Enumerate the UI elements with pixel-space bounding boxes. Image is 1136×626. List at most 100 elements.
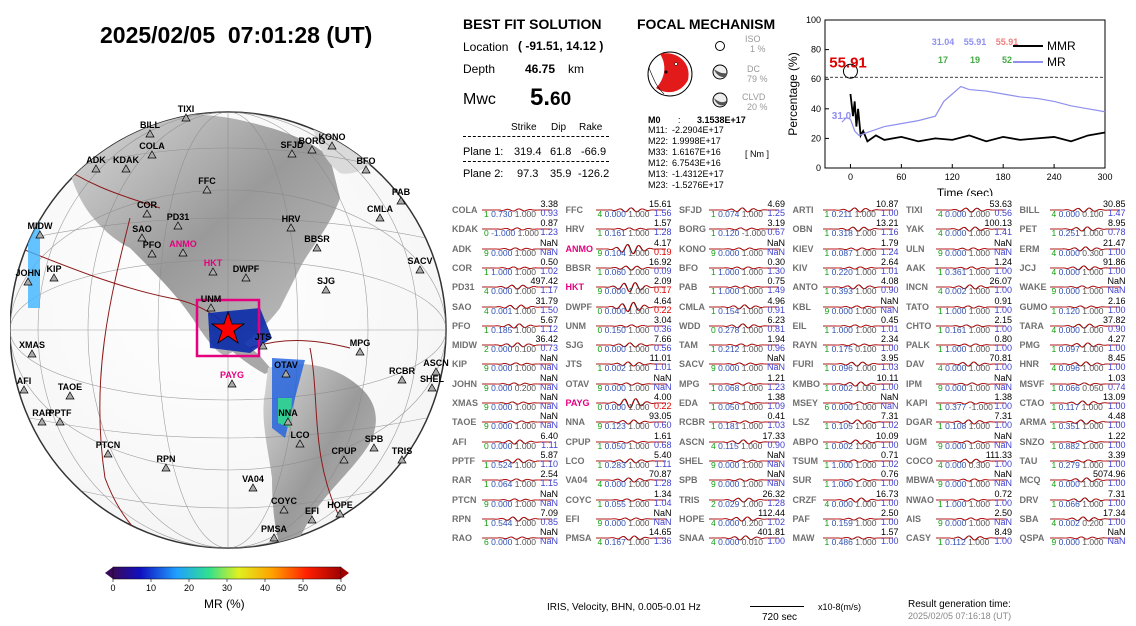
- station-phase-count: 1: [484, 459, 492, 470]
- stat-top: 55.91: [996, 37, 1019, 47]
- station-misfit: 0.882: [1058, 440, 1083, 451]
- waveform-plot: [595, 398, 666, 409]
- station-ratio: 1.00: [767, 536, 785, 547]
- station-metrics: 1 0.181 1.000: [711, 421, 763, 431]
- station-phase-count: 4: [938, 286, 946, 297]
- station-code: HNR: [1019, 359, 1040, 370]
- station-label: RCBR: [389, 366, 415, 376]
- station-phase-count: 4: [484, 305, 492, 316]
- station-phase-count: 9: [484, 498, 492, 509]
- station-misfit: 0.000: [604, 286, 629, 297]
- station-code: SHEL: [679, 455, 704, 466]
- waveform-plot: [595, 517, 666, 521]
- station-label: BORG: [299, 136, 326, 146]
- station-weight: 1.000: [741, 459, 764, 470]
- station-metrics: 4 0.000 0.200: [711, 518, 763, 528]
- station-misfit: 0.000: [945, 247, 969, 258]
- station-phase-count: 9: [484, 402, 492, 412]
- waveform-synthetic: [936, 458, 1007, 464]
- station-phase-count: 4: [1051, 324, 1059, 335]
- plane2-strike: 97.3: [517, 168, 539, 180]
- station-metrics: 1 0.096 1.000: [825, 363, 877, 373]
- station-weight: 1.000: [1082, 286, 1104, 297]
- station-triangle-icon: [208, 267, 218, 276]
- station-triangle-icon: [397, 375, 407, 384]
- station-label: COYC: [271, 496, 298, 506]
- station-amplitude: NaN: [653, 372, 672, 383]
- station-weight: 1.000: [1082, 363, 1104, 374]
- waveform-synthetic: [1049, 536, 1120, 540]
- station-cell: TRIS 26.32 2 0.029 1.000 1.28: [679, 489, 791, 509]
- station-weight: 0.100: [855, 344, 877, 355]
- station-ratio: 0.22: [653, 304, 672, 315]
- station-code: DWPF: [565, 301, 593, 312]
- station-code: MAW: [792, 533, 815, 544]
- clvd-icon: [712, 92, 728, 108]
- station-metrics: 1 0.351 1.000: [1052, 421, 1104, 431]
- station-amplitude: NaN: [539, 411, 558, 422]
- station-label: HRV: [282, 214, 301, 224]
- station-code: NNA: [565, 417, 586, 428]
- waveform-synthetic: [482, 382, 552, 386]
- station-code: AIS: [906, 513, 922, 524]
- waveform-synthetic: [822, 497, 893, 502]
- station-weight: 1.000: [1082, 344, 1104, 355]
- station-amplitude: 0.30: [767, 256, 785, 267]
- station-misfit: 0.000: [945, 363, 969, 374]
- station-metrics: 1 0.050 1.000: [598, 441, 650, 451]
- station-weight: 1.000: [514, 324, 537, 335]
- station-metrics: 1 1.000 1.000: [938, 306, 990, 316]
- station-weight: 1.000: [855, 266, 877, 277]
- waveform-synthetic: [822, 284, 893, 290]
- waveform-synthetic: [822, 419, 893, 425]
- waveform-synthetic: [482, 266, 552, 270]
- waveform-plot: [936, 207, 1007, 213]
- station-cell: CASY 8.49 1 0.112 1.000 1.00: [906, 527, 1018, 547]
- mr-chart: 0 20 40 60 80 100 0 60 120 180 240 300 Time (sec) Per…: [786, 15, 1113, 196]
- waveform-synthetic: [595, 398, 666, 409]
- station-metrics: 4 0.000 1.000: [484, 286, 536, 296]
- station-ratio: 1.00: [994, 420, 1012, 431]
- tensor-key: M11:: [648, 125, 668, 135]
- station-cell: MSVF 1.03 1 0.066 0.050 0.74: [1020, 373, 1132, 393]
- station-code: OTAV: [565, 378, 590, 389]
- station-ratio: 0.78: [1107, 227, 1126, 238]
- station-phase-count: 1: [824, 247, 832, 258]
- waveform-synthetic: [482, 285, 553, 290]
- station-triangle-icon: [55, 417, 65, 426]
- waveform-synthetic: [482, 498, 552, 501]
- station-phase-count: 4: [1051, 517, 1059, 528]
- waveform-synthetic: [595, 324, 666, 328]
- station-amplitude: 1.61: [653, 430, 672, 441]
- station-metrics: 4 0.000 1.000: [825, 499, 877, 509]
- station-code: RAO: [452, 533, 472, 544]
- waveform-plot: [482, 227, 552, 231]
- x-tick-label: 120: [945, 172, 960, 182]
- station-cell: AAK 1.24 1 0.361 1.000 1.00: [906, 257, 1018, 277]
- waveform-synthetic: [595, 227, 666, 231]
- waveform-synthetic: [936, 478, 1006, 482]
- station-triangle-icon: [283, 417, 293, 426]
- y-tick-label: 40: [811, 104, 821, 114]
- station-ratio: NaN: [539, 381, 558, 392]
- station-misfit: 0.120: [1058, 305, 1083, 316]
- station-phase-count: 1: [484, 209, 492, 219]
- station-amplitude: 10.87: [875, 199, 899, 209]
- waveform-plot: [709, 478, 779, 482]
- station-code: UNM: [565, 320, 587, 331]
- station-misfit: 0.000: [491, 363, 515, 374]
- station-phase-count: 4: [1051, 247, 1059, 258]
- station-cell: MAW 1.57 1 0.486 1.000 1.00: [792, 527, 905, 547]
- station-ratio: 1.00: [1107, 265, 1126, 276]
- station-ratio: 0.60: [653, 420, 672, 431]
- station-misfit: 0.104: [604, 247, 629, 258]
- station-ratio: 1.00: [994, 285, 1012, 296]
- station-label: DWPF: [233, 264, 260, 274]
- station-misfit: 0.060: [604, 266, 629, 277]
- station-phase-count: 1: [938, 324, 946, 335]
- station-weight: 1.000: [968, 344, 991, 355]
- station-misfit: 0.251: [1058, 228, 1083, 239]
- station-amplitude: 5074.96: [1092, 469, 1126, 480]
- station-metrics: 0 0.000 1.000: [598, 306, 650, 316]
- station-weight: 1.000: [1082, 421, 1104, 432]
